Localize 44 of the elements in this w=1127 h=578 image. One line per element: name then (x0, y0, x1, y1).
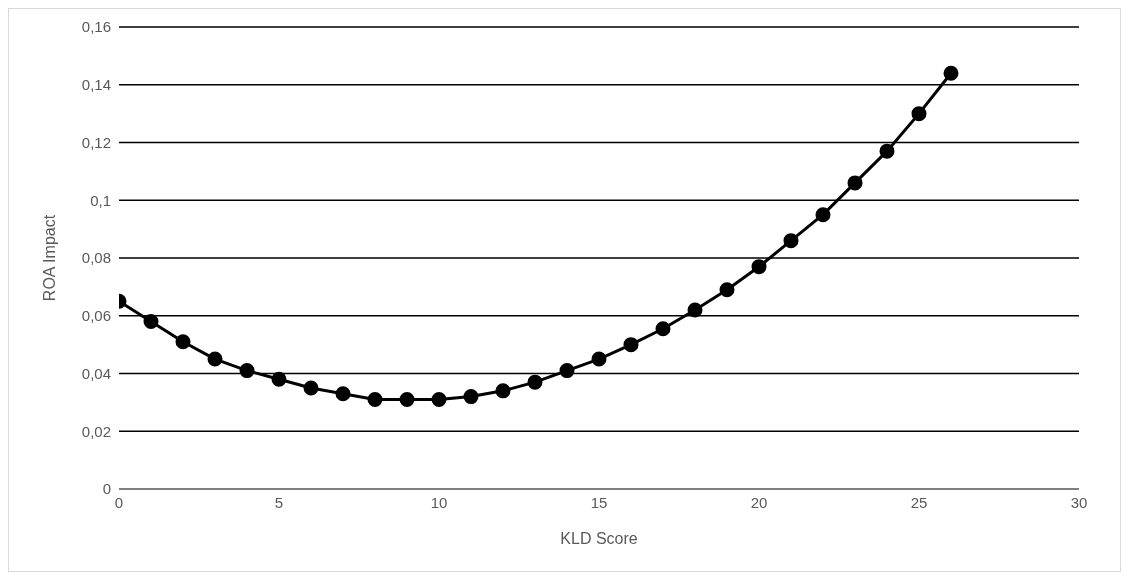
point (271, 371, 287, 387)
point (559, 363, 575, 379)
x-tick-label: 25 (910, 493, 928, 511)
y-tick-label: 0,14 (81, 76, 111, 94)
point (847, 175, 863, 191)
y-tick-label: 0,06 (81, 307, 111, 325)
point (943, 65, 959, 81)
point (175, 334, 191, 350)
y-axis-title: ROA Impact (40, 214, 58, 302)
y-tick-label: 0,12 (81, 133, 111, 151)
point (239, 363, 255, 379)
y-tick-label: 0,1 (90, 191, 111, 209)
point (463, 389, 479, 405)
x-tick-label: 5 (274, 493, 284, 511)
point (655, 321, 671, 337)
point (207, 351, 223, 367)
point (399, 391, 415, 407)
point (335, 386, 351, 402)
x-tick-label: 15 (590, 493, 608, 511)
y-tick-label: 0,16 (81, 18, 111, 36)
point (783, 233, 799, 249)
point (495, 383, 511, 399)
point (687, 302, 703, 318)
point (143, 314, 159, 330)
x-tick-label: 0 (114, 493, 124, 511)
x-tick-label: 30 (1070, 493, 1088, 511)
point (719, 282, 735, 298)
y-tick-label: 0,04 (81, 364, 111, 382)
point (911, 106, 927, 122)
point (591, 351, 607, 367)
point (751, 259, 767, 275)
x-tick-label: 20 (750, 493, 768, 511)
point (879, 143, 895, 159)
point (367, 391, 383, 407)
point (527, 374, 543, 390)
point (815, 207, 831, 223)
y-tick-label: 0,08 (81, 249, 111, 267)
x-axis-title: KLD Score (560, 530, 638, 547)
point (623, 337, 639, 353)
x-tick-label: 10 (430, 493, 448, 511)
point (431, 391, 447, 407)
y-tick-label: 0 (102, 480, 111, 498)
point (303, 380, 319, 396)
y-tick-label: 0,02 (81, 422, 111, 440)
